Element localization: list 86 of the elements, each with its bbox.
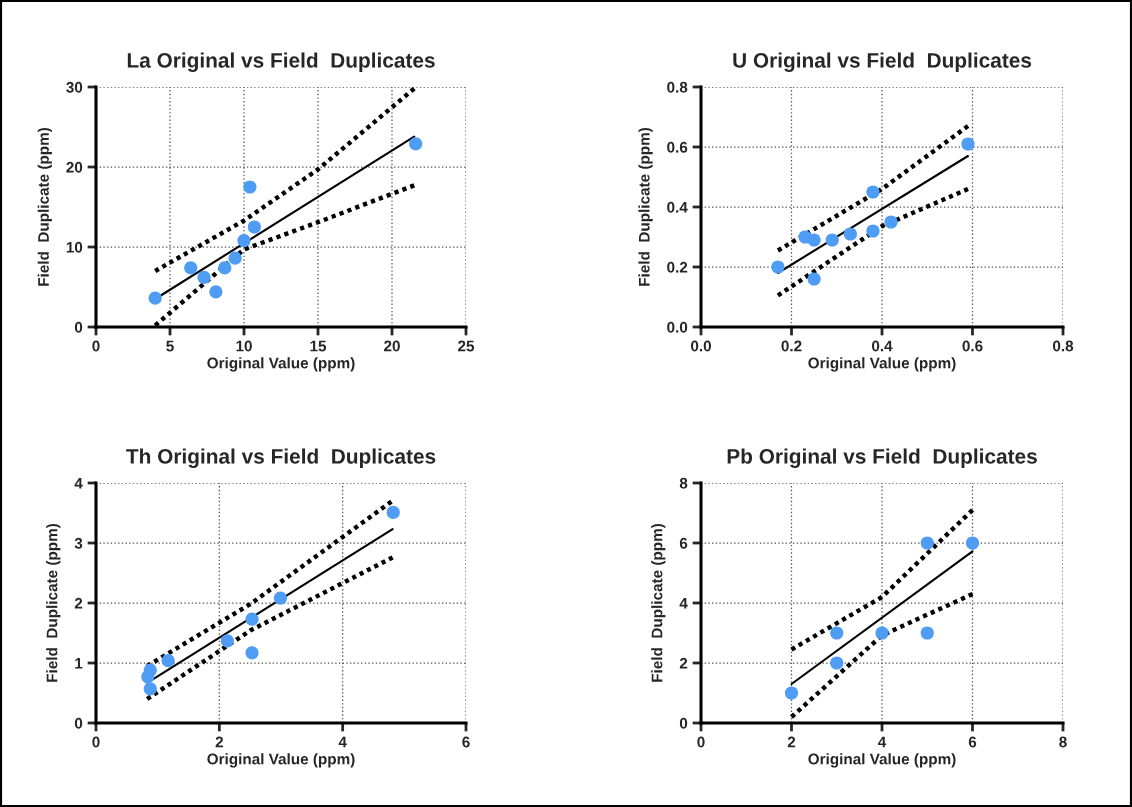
x-tick-label: 0.0 bbox=[690, 340, 711, 352]
y-tick-label: 0.8 bbox=[667, 81, 688, 93]
x-tick-label: 2 bbox=[787, 736, 796, 748]
point bbox=[386, 505, 400, 519]
point bbox=[884, 215, 898, 229]
point bbox=[273, 591, 287, 605]
y-tick-label: 2 bbox=[74, 597, 83, 609]
point bbox=[148, 291, 162, 305]
point bbox=[247, 220, 261, 234]
y-tick-label: 30 bbox=[66, 81, 83, 93]
point bbox=[807, 233, 821, 247]
y-tick-label: 3 bbox=[74, 537, 83, 549]
point bbox=[784, 686, 799, 700]
point bbox=[184, 261, 198, 275]
y-tick-label: 1 bbox=[75, 658, 83, 669]
x-tick-label: 4 bbox=[877, 736, 887, 748]
point bbox=[920, 536, 934, 550]
y-tick-label: 0 bbox=[679, 717, 688, 729]
y-tick-label: 0.4 bbox=[667, 201, 688, 213]
x-tick-label: 0.4 bbox=[871, 340, 893, 352]
point bbox=[843, 227, 857, 241]
point bbox=[875, 626, 889, 640]
y-tick-label: 0.0 bbox=[667, 321, 688, 333]
point bbox=[228, 251, 242, 265]
point bbox=[771, 260, 785, 274]
y-axis-title: Field Duplicate (ppm) bbox=[651, 523, 666, 682]
point bbox=[866, 224, 880, 238]
y-tick-label: 0.6 bbox=[667, 141, 688, 153]
y-tick-label: 6 bbox=[679, 537, 688, 549]
x-tick-label: 6 bbox=[968, 736, 977, 748]
y-tick-label: 8 bbox=[679, 477, 688, 489]
y-tick-label: 2 bbox=[679, 657, 688, 669]
point bbox=[220, 634, 234, 648]
point bbox=[965, 536, 980, 550]
chart-title: Pb Original vs Field Duplicates bbox=[727, 448, 1037, 468]
point bbox=[825, 233, 839, 247]
point bbox=[161, 654, 175, 668]
point bbox=[218, 261, 232, 275]
x-tick-label: 15 bbox=[310, 340, 327, 352]
point bbox=[920, 626, 934, 640]
point bbox=[866, 185, 880, 199]
y-tick-label: 10 bbox=[66, 241, 83, 253]
x-tick-label: 20 bbox=[384, 340, 400, 352]
point bbox=[143, 663, 157, 677]
point bbox=[245, 612, 259, 626]
chart-title: U Original vs Field Duplicates bbox=[733, 52, 1032, 72]
y-tick-label: 0.2 bbox=[667, 261, 688, 273]
y-tick-label: 20 bbox=[66, 161, 83, 173]
x-tick-label: 4 bbox=[338, 736, 347, 748]
x-axis-title: Original Value (ppm) bbox=[207, 357, 355, 372]
x-tick-label: 0.2 bbox=[781, 340, 802, 352]
point bbox=[830, 626, 844, 640]
point bbox=[209, 285, 223, 299]
x-tick-label: 8 bbox=[1059, 736, 1067, 748]
x-tick-label: 0 bbox=[92, 340, 100, 352]
point bbox=[245, 646, 259, 660]
y-tick-label: 4 bbox=[679, 598, 688, 609]
point bbox=[807, 272, 821, 286]
point bbox=[143, 682, 157, 696]
x-axis-title: Original Value (ppm) bbox=[808, 357, 956, 372]
point bbox=[961, 137, 975, 151]
point bbox=[197, 270, 211, 284]
y-axis-title: Field Duplicate (ppm) bbox=[638, 127, 653, 286]
x-tick-label: 0.6 bbox=[962, 340, 983, 352]
x-tick-label: 25 bbox=[458, 340, 475, 352]
x-tick-label: 0.8 bbox=[1052, 340, 1074, 352]
point bbox=[409, 137, 423, 151]
x-tick-label: 2 bbox=[215, 736, 223, 748]
point bbox=[237, 234, 251, 248]
x-tick-label: 10 bbox=[236, 340, 252, 352]
y-tick-label: 0 bbox=[74, 717, 83, 729]
y-axis-title: Field Duplicate (ppm) bbox=[37, 127, 52, 286]
chart-title: La Original vs Field Duplicates bbox=[127, 52, 435, 72]
x-tick-label: 5 bbox=[166, 340, 174, 352]
y-tick-label: 0 bbox=[74, 321, 83, 333]
x-tick-label: 6 bbox=[462, 736, 470, 748]
x-axis-title: Original Value (ppm) bbox=[207, 753, 355, 768]
x-axis-title: Original Value (ppm) bbox=[808, 753, 956, 768]
y-axis-title: Field Duplicate (ppm) bbox=[46, 523, 61, 682]
point bbox=[830, 656, 844, 670]
x-tick-label: 0 bbox=[92, 736, 100, 748]
x-tick-label: 0 bbox=[697, 736, 705, 748]
chart-title: Th Original vs Field Duplicates bbox=[126, 448, 436, 468]
line-series bbox=[152, 87, 417, 274]
y-tick-label: 4 bbox=[74, 478, 83, 489]
point bbox=[243, 180, 257, 194]
